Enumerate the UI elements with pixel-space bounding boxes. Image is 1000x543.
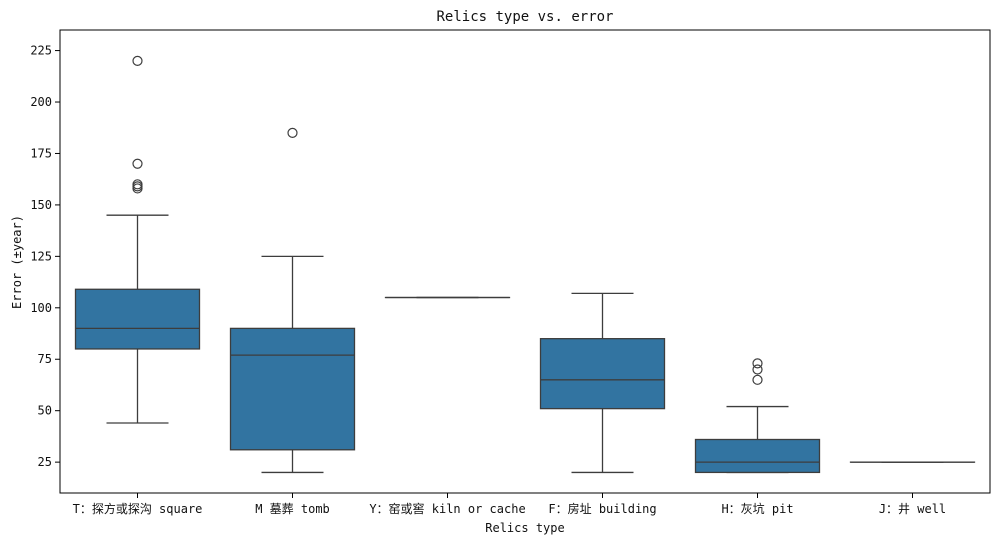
y-tick-label: 150 [30,198,52,212]
outlier-point [287,127,298,138]
y-tick-label: 225 [30,44,52,58]
y-tick-label: 175 [30,146,52,160]
y-axis-label: Error (±year) [10,215,24,309]
outlier-point [752,358,763,369]
outlier-point [132,158,143,169]
y-tick-label: 50 [38,404,52,418]
x-tick-label: M 墓葬 tomb [255,502,330,516]
x-tick-label: H：灰坑 pit [721,501,793,516]
box-iqr [229,327,356,451]
outlier-point [132,179,143,190]
box-iqr [539,338,666,410]
chart-title: Relics type vs. error [436,9,613,25]
box-iqr [74,288,201,350]
y-tick-label: 25 [38,455,52,469]
x-axis-label: Relics type [485,521,564,535]
outlier-point [132,55,143,66]
y-tick-label: 100 [30,301,52,315]
y-tick-label: 75 [38,352,52,366]
x-tick-label: F：房址 building [548,501,656,516]
x-tick-label: J：井 well [879,502,946,516]
y-tick-label: 200 [30,95,52,109]
x-tick-label: T：探方或探沟 square [73,501,203,516]
plot-frame [59,29,991,494]
outlier-point [752,364,763,375]
plot-area: 25 50 75 100 125 150 175 200 225 T：探方或探沟 square M … [30,44,976,516]
x-tick-label: Y：窑或窖 kiln or cache [369,501,525,516]
outlier-point [132,181,143,192]
y-tick-label: 125 [30,249,52,263]
box-iqr [694,438,821,474]
outlier-point [752,374,763,385]
